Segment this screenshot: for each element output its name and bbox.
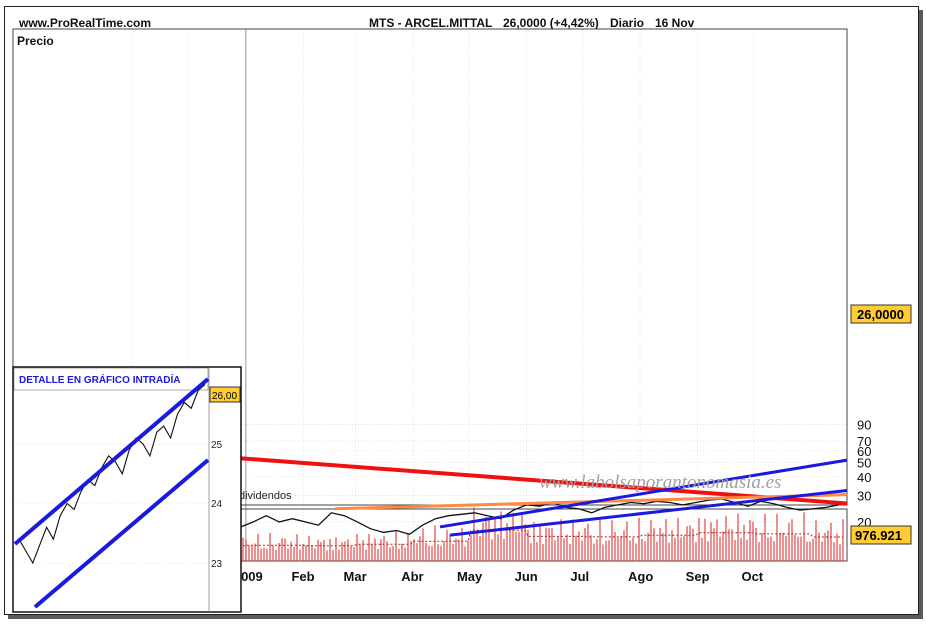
inset-badge bbox=[209, 386, 241, 403]
panel-label: Precio bbox=[17, 34, 54, 48]
x-tick-label: May bbox=[457, 569, 483, 584]
inset-badge-text: 26,00 bbox=[212, 391, 237, 402]
volume-bars bbox=[242, 507, 844, 561]
y-tick-label: 50 bbox=[857, 456, 871, 471]
y-tick-label: 90 bbox=[857, 418, 871, 433]
chart-window: www.ProRealTime.com MTS - ARCEL.MITTAL 2… bbox=[4, 6, 919, 615]
x-tick-label: Jun bbox=[515, 569, 538, 584]
channel-lower-line bbox=[449, 488, 848, 537]
intraday-inset: DETALLE EN GRÁFICO INTRADÍA 26,00 25 24 … bbox=[12, 366, 242, 613]
x-tick-label: Mar bbox=[344, 569, 367, 584]
volume-badge bbox=[850, 525, 912, 545]
inset-tick: 24 bbox=[211, 499, 223, 510]
period-label: Diario bbox=[610, 16, 645, 30]
x-tick-label: Abr bbox=[401, 569, 423, 584]
x-tick-label: Oct bbox=[741, 569, 763, 584]
inset-frame bbox=[12, 366, 242, 613]
ticker-title: MTS - ARCEL.MITTAL bbox=[369, 16, 493, 30]
inset-tick: 25 bbox=[211, 440, 223, 451]
inset-channel-lower bbox=[33, 458, 210, 609]
x-tick-label: Jul bbox=[570, 569, 589, 584]
price-change: 26,0000 (+4,42%) bbox=[503, 16, 599, 30]
price-chart: Precio 90706050403020NovDic2009FebMarAbr… bbox=[12, 28, 912, 613]
y-tick-label: 70 bbox=[857, 434, 871, 449]
volume-badge-text: 976.921 bbox=[855, 528, 902, 543]
inset-title: DETALLE EN GRÁFICO INTRADÍA bbox=[19, 373, 180, 386]
price-badge bbox=[850, 304, 912, 324]
dividends-label: dividendos bbox=[239, 490, 292, 502]
date-label: 16 Nov bbox=[655, 16, 695, 30]
price-badge-text: 26,0000 bbox=[857, 307, 904, 322]
inset-channel-upper bbox=[13, 377, 210, 546]
x-tick-label: Ago bbox=[628, 569, 653, 584]
inset-tick: 23 bbox=[211, 559, 223, 570]
volume-average-line bbox=[242, 529, 843, 547]
site-name[interactable]: www.ProRealTime.com bbox=[19, 16, 152, 30]
channel-upper-line bbox=[439, 458, 848, 529]
y-tick-label: 30 bbox=[857, 489, 871, 504]
x-tick-label: Sep bbox=[686, 569, 710, 584]
y-tick-label: 60 bbox=[857, 444, 871, 459]
watermark: www.labolsaporantonomasia.es bbox=[539, 472, 781, 493]
x-tick-label: Feb bbox=[291, 569, 314, 584]
y-tick-label: 40 bbox=[857, 470, 871, 485]
